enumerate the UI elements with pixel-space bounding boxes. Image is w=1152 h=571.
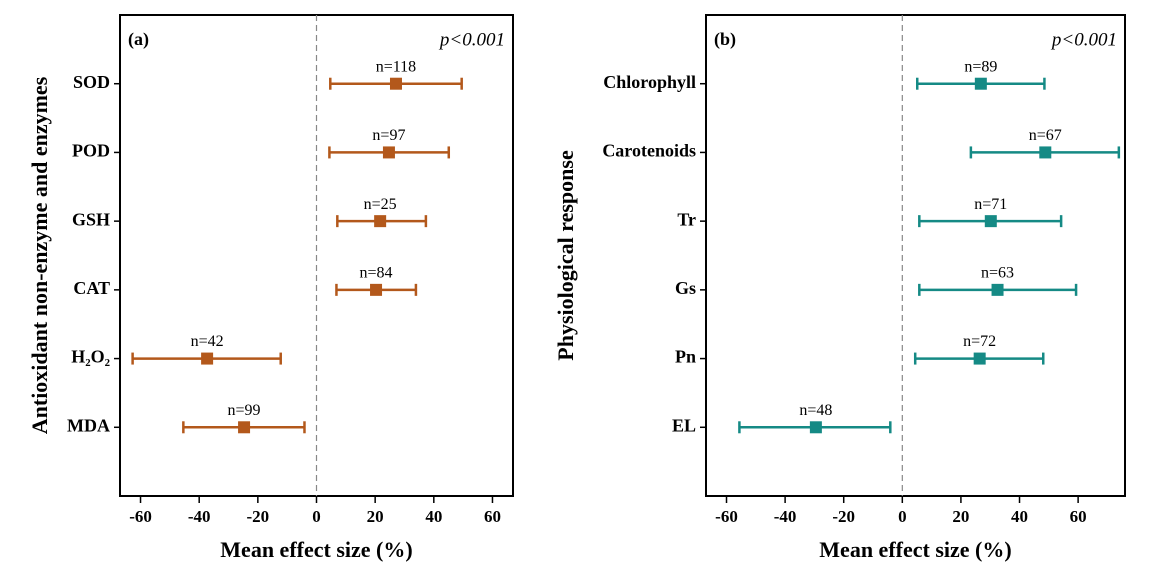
mean-marker bbox=[973, 352, 986, 365]
value-label: n=99 bbox=[228, 402, 261, 419]
x-tick-label: -40 bbox=[188, 507, 211, 526]
y-tick-label: GSH bbox=[72, 209, 110, 229]
value-label: n=97 bbox=[372, 127, 405, 144]
mean-marker bbox=[238, 421, 251, 434]
value-label: n=72 bbox=[963, 333, 996, 350]
panel-label: (b) bbox=[714, 29, 736, 50]
y-tick-label: CAT bbox=[73, 278, 110, 298]
y-tick-label: Chlorophyll bbox=[603, 72, 696, 92]
x-tick-label: -20 bbox=[247, 507, 270, 526]
mean-marker bbox=[991, 283, 1004, 296]
x-tick-label: -60 bbox=[129, 507, 152, 526]
value-label: n=48 bbox=[799, 402, 832, 419]
x-axis-title: Mean effect size (%) bbox=[220, 537, 412, 562]
value-label: n=25 bbox=[364, 196, 397, 213]
value-label: n=71 bbox=[974, 196, 1007, 213]
mean-marker bbox=[382, 146, 395, 159]
y-tick-label: Tr bbox=[677, 209, 696, 229]
mean-marker bbox=[984, 215, 997, 228]
x-tick-label: -20 bbox=[832, 507, 855, 526]
y-tick-label: H₂O₂ bbox=[71, 347, 110, 367]
mean-marker bbox=[809, 421, 822, 434]
mean-marker bbox=[974, 77, 987, 90]
mean-marker bbox=[1039, 146, 1052, 159]
annotation: p<0.001 bbox=[1050, 29, 1117, 50]
x-tick-label: 60 bbox=[1070, 507, 1087, 526]
x-tick-label: 40 bbox=[425, 507, 442, 526]
mean-marker bbox=[389, 77, 402, 90]
mean-marker bbox=[370, 283, 383, 296]
y-tick-label: Carotenoids bbox=[602, 141, 696, 161]
x-tick-label: 0 bbox=[312, 507, 321, 526]
value-label: n=89 bbox=[964, 58, 997, 75]
x-tick-label: 0 bbox=[898, 507, 907, 526]
y-tick-label: MDA bbox=[67, 415, 110, 435]
x-axis-title: Mean effect size (%) bbox=[819, 537, 1011, 562]
x-tick-label: -40 bbox=[774, 507, 797, 526]
mean-marker bbox=[374, 215, 387, 228]
y-axis-title: Antioxidant non-enzyme and enzymes bbox=[27, 76, 52, 434]
plot-frame bbox=[705, 14, 1126, 497]
x-tick-label: 20 bbox=[367, 507, 384, 526]
panel-label: (a) bbox=[128, 29, 149, 50]
y-tick-label: POD bbox=[72, 141, 110, 161]
value-label: n=63 bbox=[981, 265, 1014, 282]
value-label: n=67 bbox=[1029, 127, 1062, 144]
x-tick-label: 40 bbox=[1011, 507, 1028, 526]
value-label: n=118 bbox=[376, 58, 416, 75]
y-tick-label: Gs bbox=[675, 278, 696, 298]
y-axis-title: Physiological response bbox=[553, 150, 578, 361]
value-label: n=42 bbox=[191, 333, 224, 350]
x-tick-label: -60 bbox=[715, 507, 738, 526]
y-tick-label: EL bbox=[672, 415, 696, 435]
mean-marker bbox=[201, 352, 214, 365]
y-tick-label: SOD bbox=[73, 72, 110, 92]
x-tick-label: 60 bbox=[484, 507, 501, 526]
x-tick-label: 20 bbox=[952, 507, 969, 526]
value-label: n=84 bbox=[360, 265, 393, 282]
y-tick-label: Pn bbox=[675, 347, 696, 367]
annotation: p<0.001 bbox=[438, 29, 505, 50]
